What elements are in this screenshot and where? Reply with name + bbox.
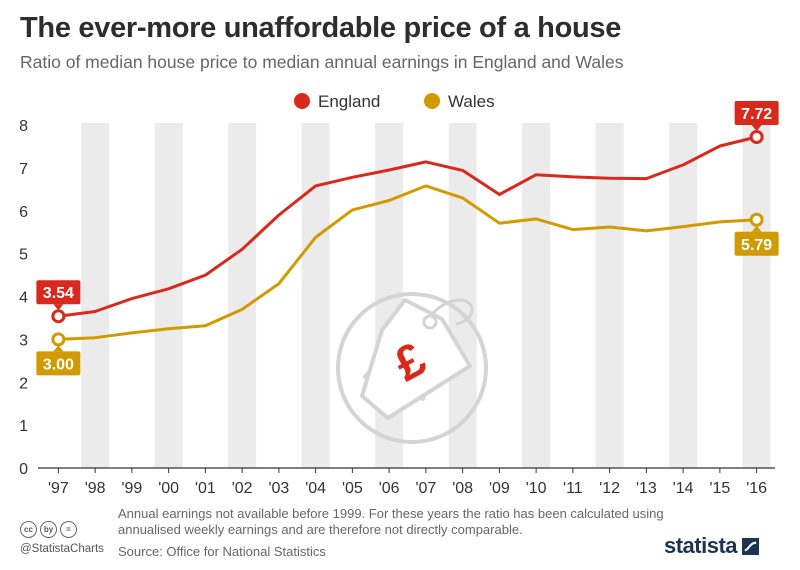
- wales-value-label: 3.00: [43, 356, 74, 373]
- statista-logo[interactable]: statista: [664, 533, 760, 559]
- x-tick-label: '07: [415, 480, 436, 497]
- x-tick-label: '11: [563, 480, 583, 497]
- x-tick-label: '05: [342, 480, 363, 497]
- year-band: [301, 123, 330, 468]
- year-band: [669, 123, 698, 468]
- wales-start-point: [51, 332, 66, 347]
- year-band: [228, 123, 257, 468]
- year-band: [742, 123, 771, 468]
- x-tick-label: '03: [268, 480, 289, 497]
- x-tick-label: '13: [636, 480, 657, 497]
- year-band: [595, 123, 624, 468]
- y-tick-label: 7: [19, 161, 28, 178]
- chart-title: The ever-more unaffordable price of a ho…: [20, 12, 622, 44]
- wales-value-label-box: [36, 351, 81, 376]
- house-price-tag-watermark-icon: £: [336, 292, 488, 444]
- x-tick-label: '15: [709, 480, 730, 497]
- y-tick-label: 2: [19, 375, 28, 392]
- england-value-label: 3.54: [43, 285, 74, 302]
- y-tick-label: 0: [19, 461, 28, 478]
- twitter-handle[interactable]: @StatistaCharts: [20, 543, 104, 555]
- license-icons: cc by =: [20, 521, 77, 538]
- creative-commons-icon[interactable]: cc: [20, 521, 37, 538]
- y-tick-label: 3: [19, 332, 28, 349]
- wales-value-label-pointer: [751, 225, 762, 232]
- year-band: [448, 123, 477, 468]
- x-tick-label: '09: [489, 480, 510, 497]
- x-tick-label: '08: [452, 480, 473, 497]
- x-tick-label: '00: [158, 480, 179, 497]
- england-value-label-box: [36, 280, 81, 305]
- england-legend-swatch: [294, 93, 310, 109]
- y-tick-label: 8: [19, 118, 28, 135]
- x-tick-label: '06: [379, 480, 400, 497]
- attribution-icon[interactable]: by: [40, 521, 57, 538]
- y-tick-label: 4: [19, 290, 28, 307]
- x-tick-label: '01: [195, 480, 216, 497]
- england-legend-label: England: [318, 92, 380, 111]
- x-tick-label: '04: [305, 480, 326, 497]
- x-tick-label: '16: [746, 480, 767, 497]
- footnote: Annual earnings not available before 199…: [118, 506, 664, 537]
- y-tick-label: 6: [19, 204, 28, 221]
- brand-wordmark: statista: [664, 533, 738, 558]
- england-start-point: [51, 309, 66, 324]
- year-band: [81, 123, 110, 468]
- y-tick-label: 1: [19, 418, 28, 435]
- wales-series-line: [56, 184, 759, 341]
- england-value-label-pointer: [751, 125, 762, 132]
- chart-subtitle: Ratio of median house price to median an…: [20, 52, 624, 72]
- england-value-label-box: [734, 101, 779, 126]
- x-tick-label: '12: [599, 480, 620, 497]
- x-tick-label: '14: [673, 480, 694, 497]
- line-chart: £ 0 1 2 3 4 5 6 7 8 '97 '98 '99 '00 '01 '02 '03 '04 '05 '…: [19, 92, 779, 497]
- wales-legend-swatch: [424, 93, 440, 109]
- wales-value-label-box: [734, 231, 779, 256]
- x-tick-label: '02: [232, 480, 253, 497]
- wales-legend-label: Wales: [448, 92, 495, 111]
- no-derivatives-icon[interactable]: =: [60, 521, 77, 538]
- wales-value-label-pointer: [53, 345, 64, 352]
- england-end-point: [749, 130, 764, 145]
- x-tick-label: '99: [121, 480, 142, 497]
- england-value-label: 7.72: [741, 106, 772, 123]
- x-tick-label: '10: [526, 480, 547, 497]
- statista-mark-icon: [742, 537, 760, 555]
- year-band: [154, 123, 183, 468]
- source-note: Source: Office for National Statistics: [118, 544, 326, 559]
- x-tick-label: '98: [85, 480, 106, 497]
- wales-value-label: 5.79: [741, 237, 772, 254]
- wales-end-point: [749, 212, 764, 227]
- england-series-line: [56, 135, 759, 318]
- england-value-label-pointer: [53, 304, 64, 311]
- x-tick-label: '97: [48, 480, 69, 497]
- y-tick-label: 5: [19, 247, 28, 264]
